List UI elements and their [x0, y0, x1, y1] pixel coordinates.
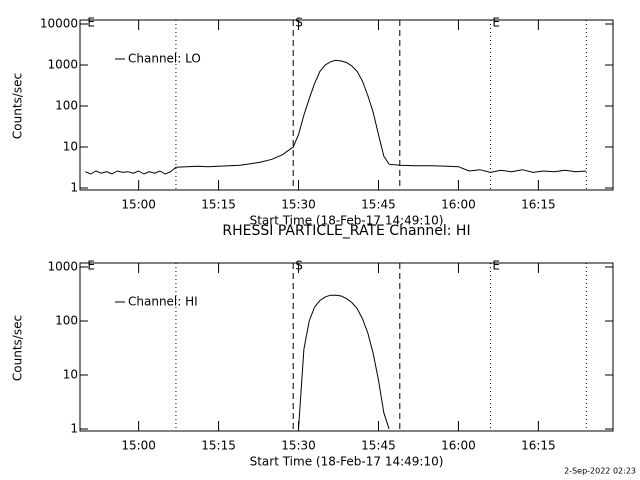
legend-label: Channel: LO [128, 52, 201, 66]
x-tick-label: 15:00 [121, 439, 156, 453]
legend-label: Channel: HI [128, 295, 198, 309]
y-axis-label: Counts/sec [11, 73, 25, 139]
data-line [298, 294, 390, 430]
y-tick-label: 100 [55, 314, 78, 328]
x-tick-label: 16:00 [441, 198, 476, 212]
event-label: E [87, 16, 95, 30]
y-tick-label: 100 [55, 99, 78, 113]
data-line [85, 59, 587, 175]
x-tick-label: 16:15 [521, 439, 556, 453]
x-tick-label: 15:30 [281, 439, 316, 453]
y-tick-label: 10000 [40, 17, 78, 31]
event-label: S [295, 259, 303, 273]
x-tick-label: 16:15 [521, 198, 556, 212]
y-tick-label: 10 [63, 140, 78, 154]
y-tick-label: 1 [70, 422, 78, 436]
plot-frame [79, 262, 614, 432]
event-label: E [492, 259, 500, 273]
x-tick-label: 15:15 [201, 198, 236, 212]
x-tick-label: 16:00 [441, 439, 476, 453]
x-axis-label: Start Time (18-Feb-17 14:49:10) [250, 214, 444, 228]
plot-frame [79, 19, 614, 191]
x-tick-label: 15:15 [201, 439, 236, 453]
y-tick-label: 10 [63, 368, 78, 382]
y-tick-label: 1000 [47, 58, 78, 72]
x-tick-label: 15:30 [281, 198, 316, 212]
event-label: E [87, 259, 95, 273]
y-tick-label: 1000 [47, 260, 78, 274]
x-tick-label: 15:00 [121, 198, 156, 212]
x-axis-label: Start Time (18-Feb-17 14:49:10) [250, 455, 444, 469]
event-label: S [295, 16, 303, 30]
y-axis-label: Counts/sec [11, 315, 25, 381]
x-tick-label: 15:45 [361, 198, 396, 212]
x-tick-label: 15:45 [361, 439, 396, 453]
y-tick-label: 1 [70, 181, 78, 195]
chart-title: RHESSI PARTICLE_RATE Channel: HI [222, 223, 470, 239]
footer: 2-Sep-2022 02:23 [564, 467, 636, 476]
event-label: E [492, 16, 500, 30]
